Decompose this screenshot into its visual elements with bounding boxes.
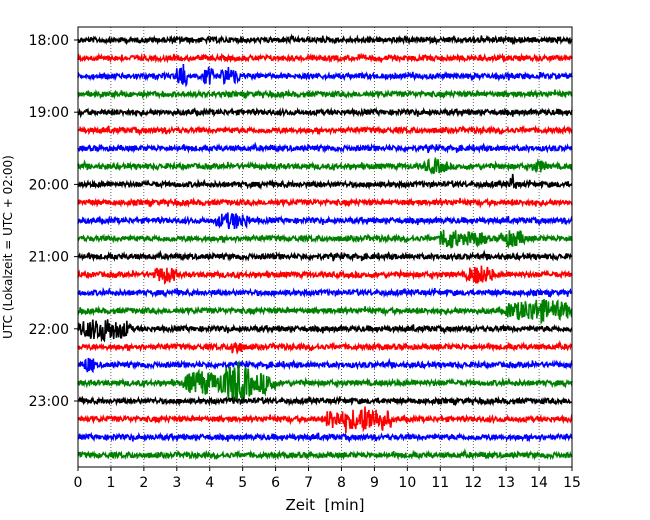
x-tick-label: 2 (139, 475, 148, 491)
x-tick-label: 10 (398, 475, 416, 491)
trace-2030 (77, 212, 573, 230)
trace-2330 (77, 431, 573, 443)
x-tick-label: 6 (271, 475, 280, 491)
x-tick-label: 4 (205, 475, 214, 491)
trace-1945 (77, 156, 573, 175)
x-tick-label: 7 (304, 475, 313, 491)
x-tick-label: 0 (74, 475, 83, 491)
trace-1815 (77, 52, 573, 64)
trace-1800 (77, 33, 573, 46)
trace-2045 (77, 229, 573, 249)
trace-1845 (77, 88, 573, 100)
trace-2230 (77, 357, 573, 374)
y-tick-label: 21:00 (29, 250, 69, 266)
trace-2300 (77, 395, 573, 407)
y-axis-label: UTC (Lokalzeit = UTC + 02:00) (1, 155, 15, 339)
trace-2145 (77, 299, 573, 325)
x-tick-label: 5 (238, 475, 247, 491)
trace-2100 (77, 249, 573, 263)
x-tick-label: 12 (464, 475, 482, 491)
x-axis-label: Zeit [min] (285, 496, 364, 514)
trace-2200 (77, 319, 573, 343)
trace-2130 (77, 286, 573, 299)
trace-2345 (77, 448, 573, 461)
y-tick-label: 18:00 (29, 33, 69, 49)
y-tick-label: 23:00 (29, 394, 69, 410)
x-tick-label: 14 (530, 475, 548, 491)
trace-1900 (77, 106, 573, 119)
x-axis-ticks: 0 1 2 3 4 5 6 7 8 9 10 11 12 13 14 15 (74, 467, 581, 491)
trace-2000 (77, 173, 573, 191)
trace-2215 (77, 339, 573, 355)
trace-2315 (77, 406, 573, 434)
traces (77, 33, 573, 461)
y-tick-label: 19:00 (29, 105, 69, 121)
trace-1830 (77, 64, 573, 88)
trace-2245 (77, 360, 573, 401)
y-tick-label: 22:00 (29, 322, 69, 338)
x-tick-label: 13 (497, 475, 515, 491)
y-axis-ticks: 18:00 19:00 20:00 21:00 22:00 23:00 (29, 33, 78, 410)
x-tick-label: 3 (172, 475, 181, 491)
trace-2015 (77, 196, 573, 209)
y-tick-label: 20:00 (29, 177, 69, 193)
x-tick-label: 11 (431, 475, 449, 491)
x-tick-label: 1 (106, 475, 115, 491)
trace-1930 (77, 141, 573, 154)
grid-lines (110, 27, 540, 467)
x-tick-label: 8 (337, 475, 346, 491)
trace-2115 (77, 265, 573, 285)
trace-1915 (77, 124, 573, 137)
plot-frame (77, 26, 573, 468)
x-tick-label: 15 (563, 475, 581, 491)
x-tick-label: 9 (370, 475, 379, 491)
